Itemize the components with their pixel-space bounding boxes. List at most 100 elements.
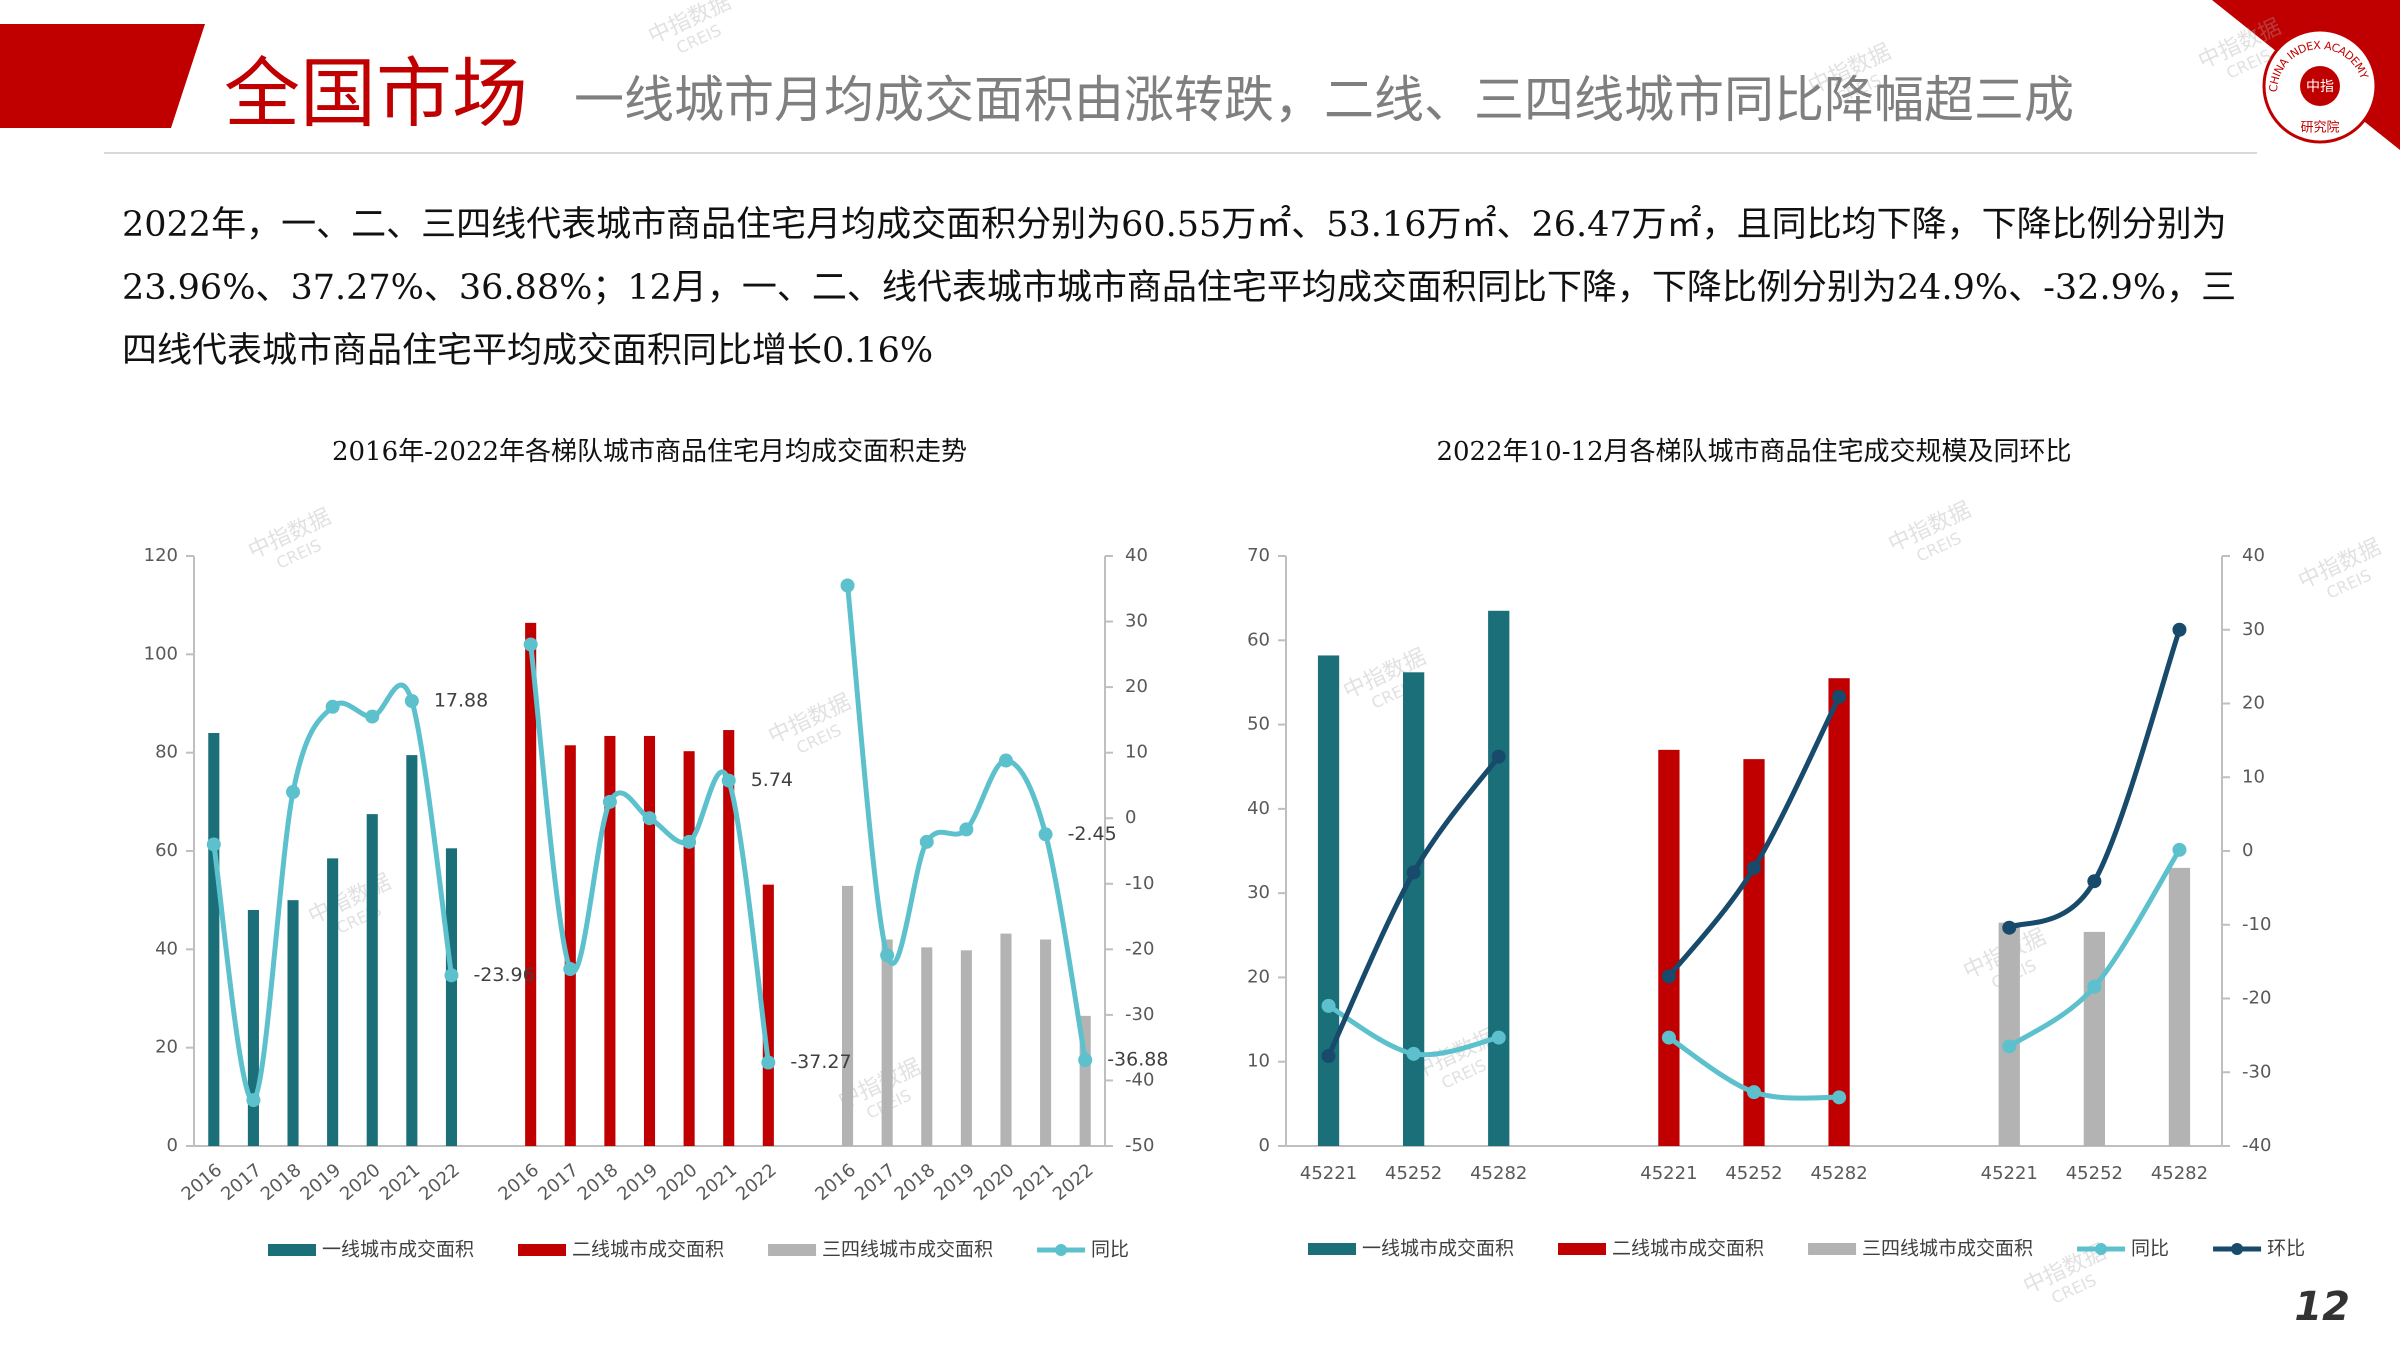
bar bbox=[406, 755, 418, 1146]
x-tick-label: 2020 bbox=[970, 1160, 1019, 1206]
line-marker bbox=[404, 694, 419, 709]
logo-bottom: 研究院 bbox=[2300, 121, 2339, 136]
y-tick-label: 50 bbox=[1247, 714, 1270, 735]
line-marker bbox=[1491, 1030, 1506, 1045]
data-label: -36.88 bbox=[1107, 1048, 1168, 1070]
bar bbox=[2168, 867, 2191, 1146]
bar bbox=[525, 622, 537, 1146]
bar bbox=[445, 848, 458, 1146]
bar bbox=[1079, 1015, 1091, 1146]
legend-label: 二线城市成交面积 bbox=[1612, 1238, 1764, 1260]
x-tick-label: 45221 bbox=[1981, 1163, 2038, 1184]
y-tick-label: 0 bbox=[167, 1135, 178, 1156]
line-marker bbox=[563, 962, 578, 976]
line-marker bbox=[2002, 1039, 2017, 1054]
line-marker bbox=[1747, 1085, 1761, 1100]
line-marker bbox=[1038, 827, 1053, 842]
line bbox=[2008, 628, 2182, 931]
logo-core bbox=[2300, 66, 2340, 106]
line-marker bbox=[246, 1093, 261, 1108]
legend-label: 二线城市成交面积 bbox=[572, 1239, 724, 1261]
data-label: -23.96 bbox=[473, 964, 534, 986]
page-number: 12 bbox=[2294, 1284, 2350, 1330]
bar bbox=[881, 939, 893, 1146]
y2-tick-label: 30 bbox=[1125, 611, 1148, 632]
x-tick-label: 45252 bbox=[1385, 1163, 1442, 1184]
x-tick-label: 45252 bbox=[1725, 1163, 1782, 1184]
y-tick-label: 20 bbox=[1247, 966, 1270, 987]
y2-tick-label: -10 bbox=[2242, 914, 2271, 935]
x-tick-label: 2020 bbox=[653, 1160, 702, 1206]
y-tick-label: 60 bbox=[1247, 629, 1270, 650]
line-marker bbox=[286, 785, 301, 799]
bar bbox=[683, 751, 695, 1146]
line-marker bbox=[840, 578, 855, 593]
y2-tick-label: 0 bbox=[2242, 840, 2253, 861]
x-tick-label: 2021 bbox=[1009, 1160, 1058, 1206]
bar bbox=[960, 950, 972, 1146]
y2-tick-label: -30 bbox=[2242, 1061, 2271, 1082]
line-marker bbox=[444, 968, 459, 983]
line-marker bbox=[1078, 1052, 1093, 1067]
y-tick-label: 40 bbox=[1247, 798, 1270, 819]
legend-swatch bbox=[1055, 1244, 1068, 1256]
x-tick-label: 2021 bbox=[693, 1160, 742, 1206]
legend-label: 三四线城市成交面积 bbox=[822, 1239, 993, 1261]
y-tick-label: 30 bbox=[1247, 882, 1270, 903]
line-marker bbox=[1832, 1090, 1847, 1105]
y2-tick-label: -10 bbox=[1125, 873, 1154, 894]
bar bbox=[1488, 610, 1510, 1146]
x-tick-label: 2017 bbox=[534, 1160, 583, 1206]
line bbox=[211, 682, 454, 1103]
legend-swatch bbox=[518, 1244, 567, 1256]
legend-swatch bbox=[268, 1244, 316, 1256]
y-tick-label: 0 bbox=[1259, 1135, 1270, 1156]
y-tick-label: 60 bbox=[155, 840, 178, 861]
y-tick-label: 120 bbox=[144, 545, 178, 566]
bar bbox=[366, 814, 378, 1146]
bar bbox=[1403, 672, 1425, 1146]
line bbox=[528, 644, 771, 1063]
bar bbox=[287, 900, 299, 1146]
y2-tick-label: 40 bbox=[2242, 545, 2265, 566]
data-label: 5.74 bbox=[751, 769, 793, 791]
bar bbox=[1658, 749, 1680, 1146]
x-tick-label: 45252 bbox=[2066, 1163, 2123, 1184]
y-tick-label: 80 bbox=[155, 742, 178, 763]
legend-swatch bbox=[1308, 1243, 1356, 1255]
x-tick-label: 2016 bbox=[495, 1160, 544, 1206]
line-marker bbox=[2172, 842, 2187, 857]
y2-tick-label: -50 bbox=[1125, 1135, 1154, 1156]
x-tick-label: 2022 bbox=[415, 1160, 464, 1206]
chart-title: 2016年-2022年各梯队城市商品住宅月均成交面积走势 bbox=[332, 437, 967, 467]
header-title: 全国市场 bbox=[224, 49, 528, 138]
x-tick-label: 2017 bbox=[851, 1160, 900, 1206]
bar bbox=[723, 730, 735, 1146]
y-tick-label: 10 bbox=[1247, 1051, 1270, 1072]
legend-swatch bbox=[2095, 1243, 2108, 1255]
y-tick-label: 20 bbox=[155, 1037, 178, 1058]
y-tick-label: 70 bbox=[1247, 545, 1270, 566]
x-tick-label: 2022 bbox=[1049, 1160, 1098, 1206]
y2-tick-label: 30 bbox=[2242, 619, 2265, 640]
legend-label: 同比 bbox=[1091, 1239, 1129, 1261]
y2-tick-label: -20 bbox=[2242, 988, 2271, 1009]
y2-tick-label: -40 bbox=[2242, 1135, 2271, 1156]
line-marker bbox=[1321, 1049, 1336, 1064]
line-marker bbox=[602, 794, 617, 809]
line-marker bbox=[682, 834, 697, 849]
y2-tick-label: 10 bbox=[1125, 742, 1148, 763]
line-marker bbox=[2087, 874, 2102, 889]
y2-tick-label: 10 bbox=[2242, 766, 2265, 787]
x-tick-label: 45221 bbox=[1640, 1163, 1697, 1184]
x-tick-label: 2019 bbox=[613, 1160, 662, 1206]
x-tick-label: 45282 bbox=[1470, 1163, 1527, 1184]
line-marker bbox=[1491, 749, 1506, 764]
y2-tick-label: 40 bbox=[1125, 545, 1148, 566]
x-tick-label: 2020 bbox=[336, 1160, 385, 1206]
logo-center: 中指 bbox=[2306, 79, 2334, 95]
body-text: 2022年，一、二、三四线代表城市商品住宅月均成交面积分别为60.55万㎡、53… bbox=[122, 205, 2237, 371]
